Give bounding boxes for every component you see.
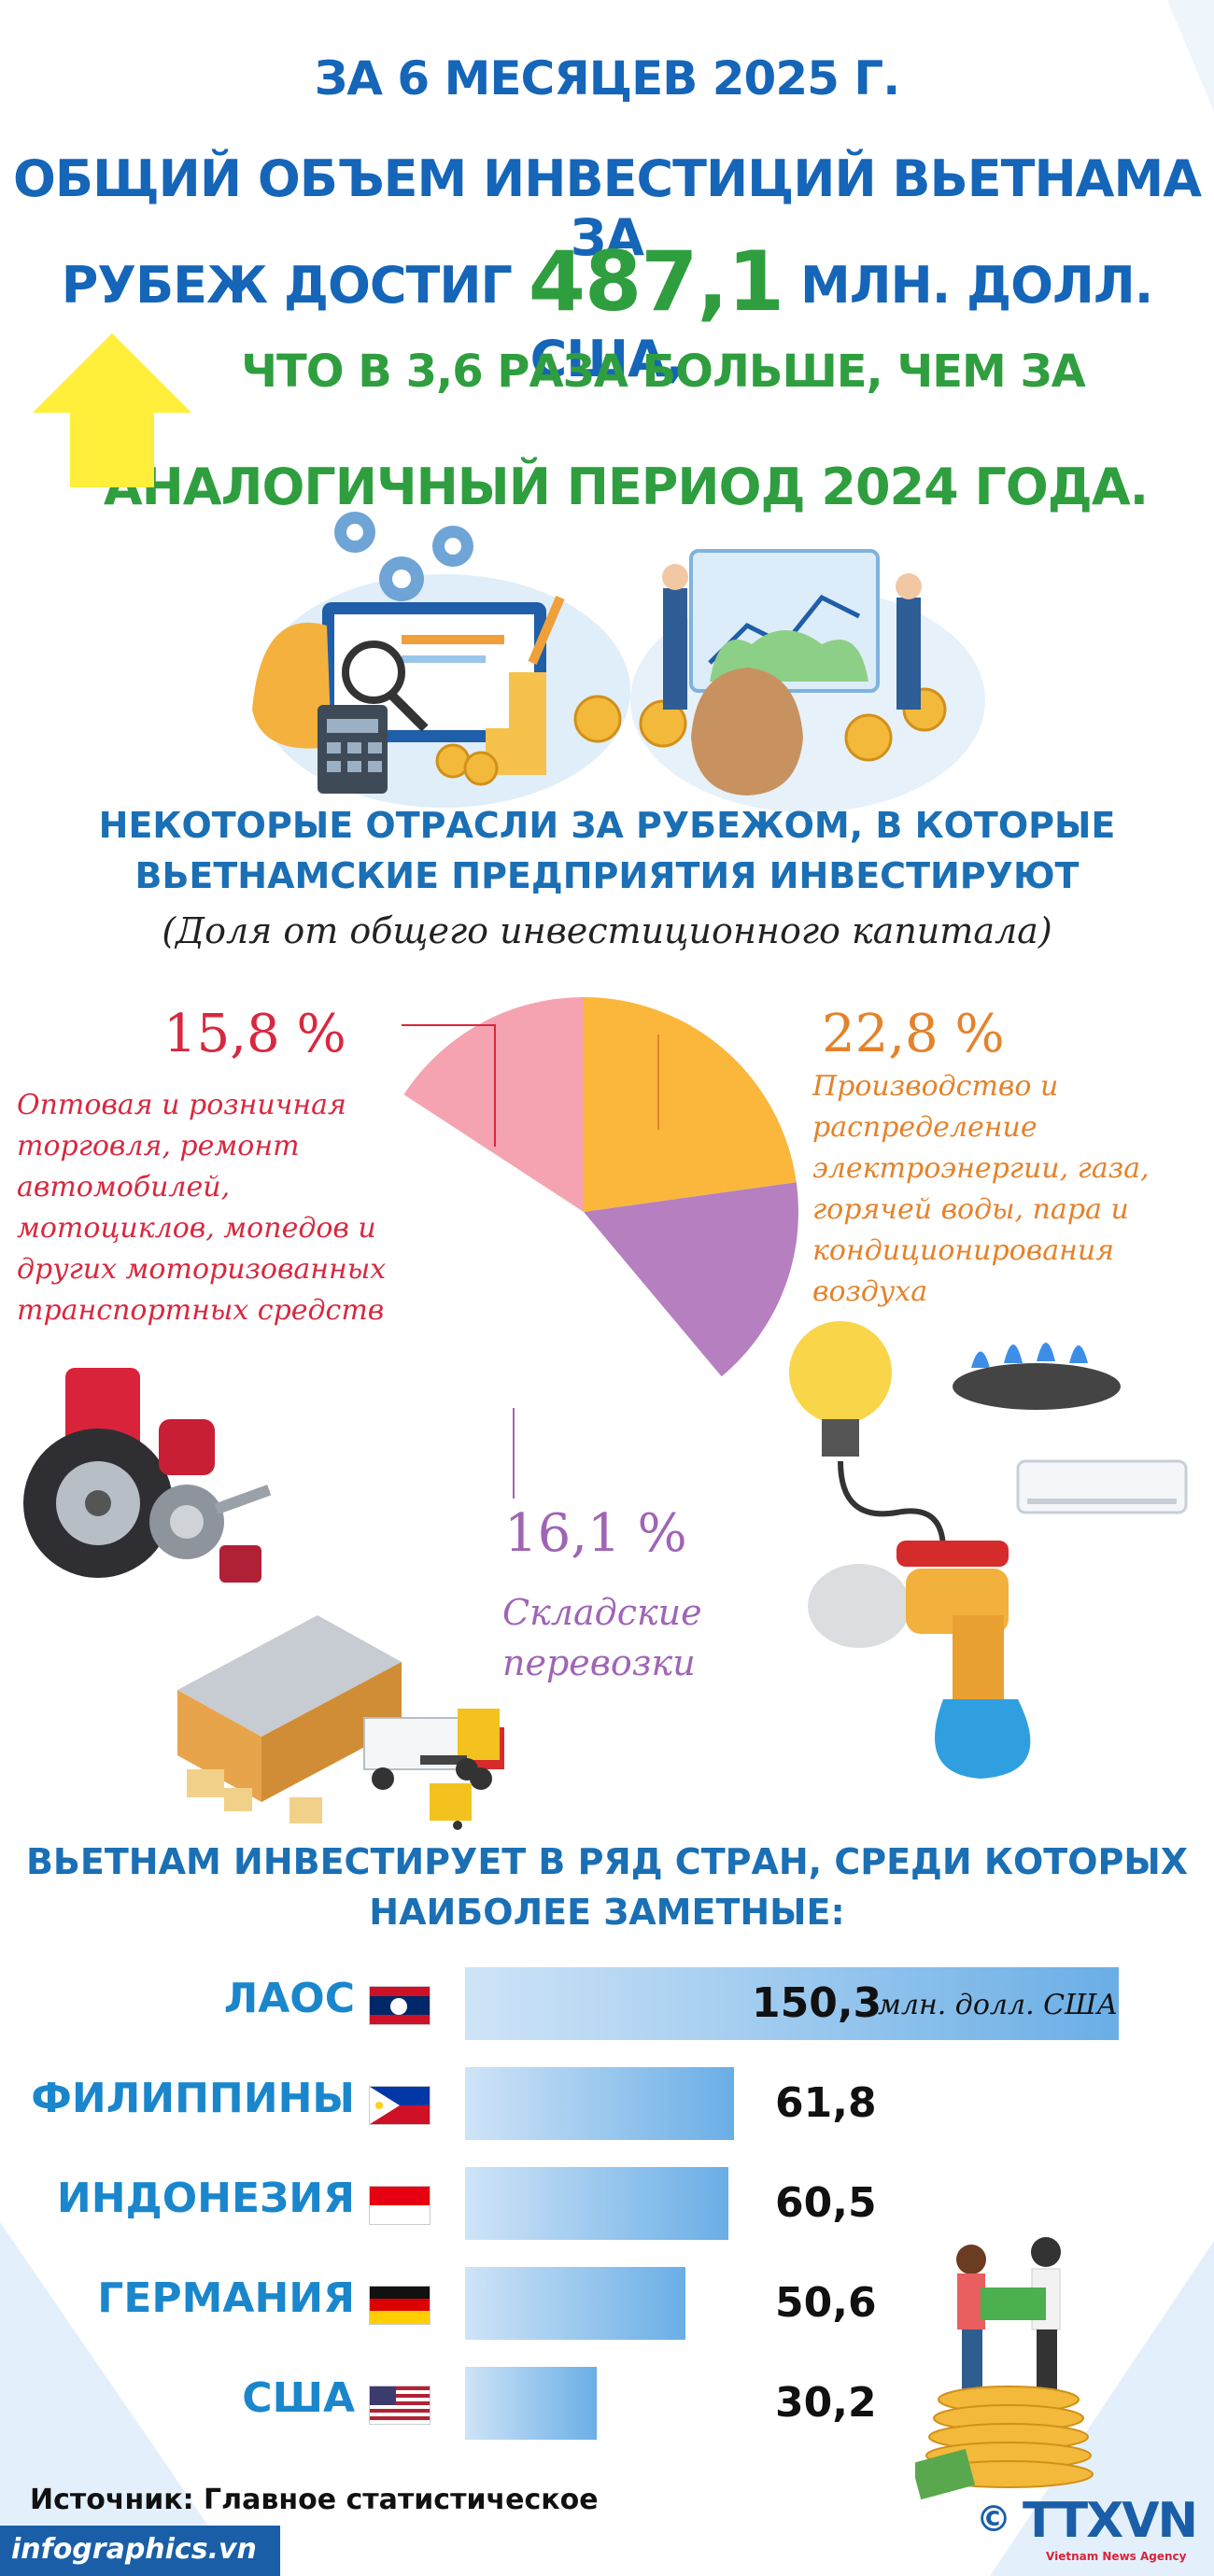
bar-value: 30,2 — [775, 2379, 877, 2427]
countries-title-2: НАИБОЛЕЕ ЗАМЕТНЫЕ: — [369, 1892, 845, 1933]
label-trade: Оптовая и розничная торговля, ремонт авт… — [17, 1085, 386, 1331]
sector-pie-chart — [402, 997, 798, 1499]
headline-period: ЗА 6 МЕСЯЦЕВ 2025 Г. — [314, 51, 900, 106]
pct-trade: 15,8 % — [163, 1004, 346, 1064]
pie-slice-energy — [584, 997, 797, 1212]
agency-sub: Vietnam News Agency — [1046, 2550, 1187, 2563]
bar-value: 150,3 — [752, 1979, 882, 2027]
headline-pre: РУБЕЖ ДОСТИГ — [61, 256, 513, 315]
headline-post: МЛН. ДОЛЛ. США, — [529, 256, 1154, 388]
country-label: ИНДОНЕЗИЯ — [56, 2175, 355, 2222]
bar-mark — [465, 2167, 728, 2240]
leader-line-trade — [402, 1024, 496, 1147]
sectors-title-1: НЕКОТОРЫЕ ОТРАСЛИ ЗА РУБЕЖОМ, В КОТОРЫЕ — [98, 805, 1116, 846]
label-warehouse-1: Складские — [502, 1592, 702, 1633]
country-label: ФИЛИППИНЫ — [31, 2075, 355, 2122]
country-label: ГЕРМАНИЯ — [97, 2274, 355, 2322]
country-label: ЛАОС — [223, 1975, 355, 2022]
label-warehouse: Складские перевозки — [502, 1587, 702, 1688]
germany-flag-icon — [369, 2286, 431, 2325]
label-energy-5: кондиционирования — [812, 1234, 1115, 1267]
copyright-symbol: © — [976, 2499, 1011, 2540]
label-trade-3: автомобилей, — [17, 1171, 231, 1204]
investors-illustration — [915, 2237, 1094, 2500]
country-label: США — [242, 2374, 355, 2422]
usa-flag-icon — [369, 2386, 431, 2425]
site-link[interactable]: infographics.vn — [11, 2533, 257, 2566]
label-energy-1: Производство и — [812, 1070, 1059, 1103]
bar-value: 61,8 — [775, 2079, 877, 2127]
sectors-title-2: ВЬЕТНАМСКИЕ ПРЕДПРИЯТИЯ ИНВЕСТИРУЮТ — [134, 855, 1080, 896]
label-trade-4: мотоциклов, мопедов и — [17, 1212, 376, 1245]
bar-mark — [465, 1967, 1119, 2040]
up-arrow-icon — [33, 333, 191, 487]
philippines-flag-icon — [369, 2086, 431, 2125]
source-text: Источник: Главное статистическое — [30, 2484, 599, 2516]
finance-illustration — [252, 512, 985, 812]
bar-mark — [465, 2367, 597, 2440]
label-energy-6: воздуха — [812, 1275, 928, 1308]
sectors-subtitle: (Доля от общего инвестиционного капитала… — [162, 910, 1052, 951]
label-energy: Производство и распределение электроэнер… — [812, 1066, 1150, 1313]
bar-mark — [465, 2067, 734, 2140]
bar-unit: млн. долл. США — [878, 1989, 1119, 2021]
label-energy-3: электроэнергии, газа, — [812, 1152, 1150, 1185]
site-strip — [0, 2526, 280, 2576]
headline-line3: РУБЕЖ ДОСТИГ 487,1 МЛН. ДОЛЛ. США, — [0, 233, 1214, 388]
label-trade-2: торговля, ремонт — [17, 1130, 300, 1162]
bar-value: 60,5 — [775, 2179, 877, 2227]
label-energy-4: горячей воды, пара и — [812, 1193, 1129, 1226]
agency-logo: TTXVN — [1023, 2493, 1198, 2549]
label-warehouse-2: перевозки — [502, 1642, 696, 1683]
laos-flag-icon — [369, 1986, 431, 2025]
headline-amount: 487,1 — [528, 233, 784, 330]
headline-growth: ЧТО В 3,6 РАЗА БОЛЬШЕ, ЧЕМ ЗА — [241, 345, 1086, 398]
headline-period-compare: АНАЛОГИЧНЫЙ ПЕРИОД 2024 ГОДА. — [103, 457, 1149, 516]
forklift-illustration — [420, 1709, 500, 1830]
indonesia-flag-icon — [369, 2186, 431, 2225]
headline-line2: ОБЩИЙ ОБЪЕМ ИНВЕСТИЦИЙ ВЬЕТНАМА ЗА — [13, 149, 1202, 267]
pie-slice-warehousing — [584, 1182, 798, 1377]
label-trade-5: других моторизованных — [17, 1253, 387, 1286]
label-trade-1: Оптовая и розничная — [17, 1089, 346, 1121]
auto-parts-illustration — [23, 1368, 272, 1583]
countries-title-1: ВЬЕТНАМ ИНВЕСТИРУЕТ В РЯД СТРАН, СРЕДИ К… — [25, 1841, 1189, 1882]
pie-slice-trade — [403, 997, 584, 1212]
bar-mark — [465, 2267, 685, 2340]
label-energy-2: распределение — [812, 1111, 1038, 1144]
label-trade-6: транспортных средств — [17, 1294, 385, 1327]
energy-illustration — [789, 1321, 1188, 1779]
pct-warehouse: 16,1 % — [504, 1503, 687, 1564]
bar-value: 50,6 — [775, 2279, 877, 2327]
pct-energy: 22,8 % — [822, 1004, 1005, 1064]
